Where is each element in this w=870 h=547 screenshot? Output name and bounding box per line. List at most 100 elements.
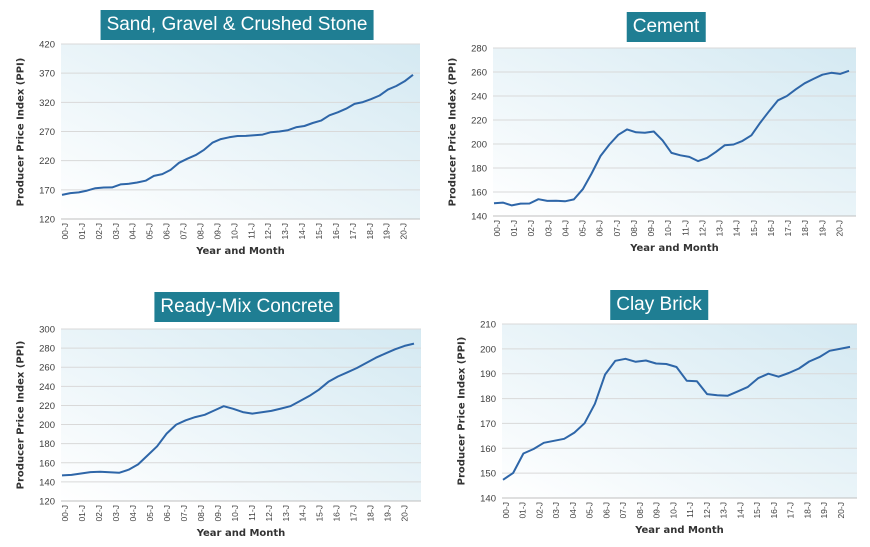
x-tick-label: 17-J [783, 220, 793, 237]
x-tick-label: 08-J [635, 502, 645, 519]
chart-plot-ready-mix: 120 140 160 180 200 220 240 260 280 300 00-J 01-J 02… [39, 325, 421, 522]
y-tick-label: 140 [39, 477, 55, 488]
x-tick-label: 07-J [618, 502, 628, 519]
x-tick-label: 16-J [331, 223, 341, 240]
chart-panel-ready-mix: Ready-Mix Concrete Producer Price Index … [0, 273, 435, 547]
chart-panel-clay-brick: Clay Brick Producer Price Index (PPI) Ye… [435, 273, 870, 547]
series-line [502, 345, 851, 481]
x-tick-label: 02-J [534, 502, 544, 519]
y-tick-label: 120 [39, 497, 55, 508]
x-tick-label: 11-J [246, 223, 256, 239]
x-tick-label: 07-J [179, 223, 189, 240]
y-tick-label: 220 [471, 116, 487, 127]
x-axis-label: Year and Month [196, 528, 286, 539]
chart-panel-cement: Cement Producer Price Index (PPI) Year a… [435, 0, 870, 273]
chart-title: Sand, Gravel & Crushed Stone [100, 10, 374, 40]
x-tick-label: 05-J [145, 505, 155, 522]
y-tick-label: 140 [471, 212, 487, 223]
x-tick-label: 05-J [145, 223, 155, 240]
x-tick-label: 06-J [162, 223, 172, 240]
x-tick-label: 08-J [629, 220, 639, 237]
y-tick-label: 220 [39, 401, 55, 412]
y-tick-label: 190 [480, 369, 496, 380]
x-tick-label: 05-J [585, 502, 595, 519]
x-tick-label: 14-J [297, 223, 307, 240]
x-tick-label: 00-J [501, 502, 511, 519]
x-tick-label: 13-J [719, 502, 729, 519]
x-tick-label: 09-J [646, 220, 656, 237]
x-tick-label: 02-J [94, 223, 104, 240]
x-axis-label: Year and Month [196, 246, 285, 257]
y-tick-label: 420 [39, 40, 55, 51]
x-tick-label: 13-J [715, 220, 725, 237]
chart-panel-sand-gravel: Sand, Gravel & Crushed Stone Producer Pr… [0, 0, 435, 273]
x-tick-label: 15-J [752, 502, 762, 519]
x-tick-label: 16-J [766, 220, 776, 237]
y-tick-label: 260 [471, 68, 487, 79]
x-tick-label: 01-J [77, 223, 87, 240]
x-tick-label: 14-J [298, 505, 308, 522]
x-tick-label: 00-J [60, 505, 70, 522]
x-tick-label: 15-J [314, 223, 324, 240]
x-tick-label: 18-J [800, 220, 810, 237]
plot-area [502, 324, 857, 498]
x-tick-label: 09-J [213, 505, 223, 522]
x-tick-label: 08-J [196, 505, 206, 522]
chart-plot-cement: 140 160 180 200 220 240 260 280 00-J 01-J 02-J 03-J… [471, 44, 856, 237]
y-tick-label: 160 [471, 188, 487, 199]
x-tick-label: 04-J [568, 502, 578, 519]
x-tick-label: 14-J [735, 502, 745, 519]
x-tick-label: 02-J [526, 220, 536, 237]
chart-title: Clay Brick [610, 290, 708, 320]
y-tick-label: 120 [39, 215, 55, 226]
x-tick-label: 10-J [668, 502, 678, 519]
x-tick-label: 18-J [366, 505, 376, 522]
x-tick-label: 06-J [595, 220, 605, 237]
y-tick-label: 280 [471, 44, 487, 55]
y-tick-label: 370 [39, 69, 55, 80]
y-tick-label: 260 [39, 363, 55, 374]
y-tick-label: 240 [39, 382, 55, 393]
x-tick-label: 12-J [697, 220, 707, 237]
x-tick-label: 10-J [663, 220, 673, 237]
x-tick-label: 15-J [749, 220, 759, 237]
x-tick-label: 18-J [802, 502, 812, 519]
x-tick-label: 09-J [212, 223, 222, 240]
y-tick-label: 200 [471, 140, 487, 151]
chart-plot-clay-brick: 140 150 160 170 180 190 200 210 00-J 01-J 02-J 03-J… [480, 320, 857, 519]
y-tick-label: 210 [480, 320, 496, 331]
y-tick-label: 170 [39, 185, 55, 196]
x-tick-label: 12-J [263, 223, 273, 240]
y-tick-label: 170 [480, 419, 496, 430]
y-tick-label: 180 [471, 164, 487, 175]
x-tick-label: 19-J [819, 502, 829, 519]
x-tick-label: 02-J [94, 505, 104, 522]
y-tick-label: 220 [39, 156, 55, 167]
y-tick-label: 150 [480, 469, 496, 480]
series-line [493, 69, 850, 207]
y-tick-label: 240 [471, 92, 487, 103]
x-tick-label: 01-J [518, 502, 528, 519]
x-tick-label: 06-J [601, 502, 611, 519]
x-tick-label: 11-J [685, 502, 695, 518]
x-tick-label: 20-J [836, 502, 846, 519]
x-tick-label: 03-J [543, 220, 553, 237]
x-tick-label: 19-J [382, 223, 392, 240]
x-tick-label: 13-J [281, 505, 291, 522]
x-tick-label: 10-J [230, 505, 240, 522]
x-axis-label: Year and Month [635, 525, 724, 536]
x-tick-label: 11-J [680, 220, 690, 236]
x-tick-label: 14-J [732, 220, 742, 237]
plot-area [493, 48, 856, 216]
x-tick-label: 06-J [162, 505, 172, 522]
y-tick-label: 160 [480, 444, 496, 455]
y-tick-label: 160 [39, 458, 55, 469]
x-tick-label: 00-J [60, 223, 70, 240]
y-tick-label: 200 [39, 420, 55, 431]
x-tick-label: 09-J [652, 502, 662, 519]
x-tick-label: 03-J [111, 505, 121, 522]
x-tick-label: 10-J [229, 223, 239, 240]
x-axis-label: Year and Month [630, 243, 719, 254]
x-tick-label: 12-J [702, 502, 712, 519]
x-tick-label: 17-J [348, 223, 358, 240]
